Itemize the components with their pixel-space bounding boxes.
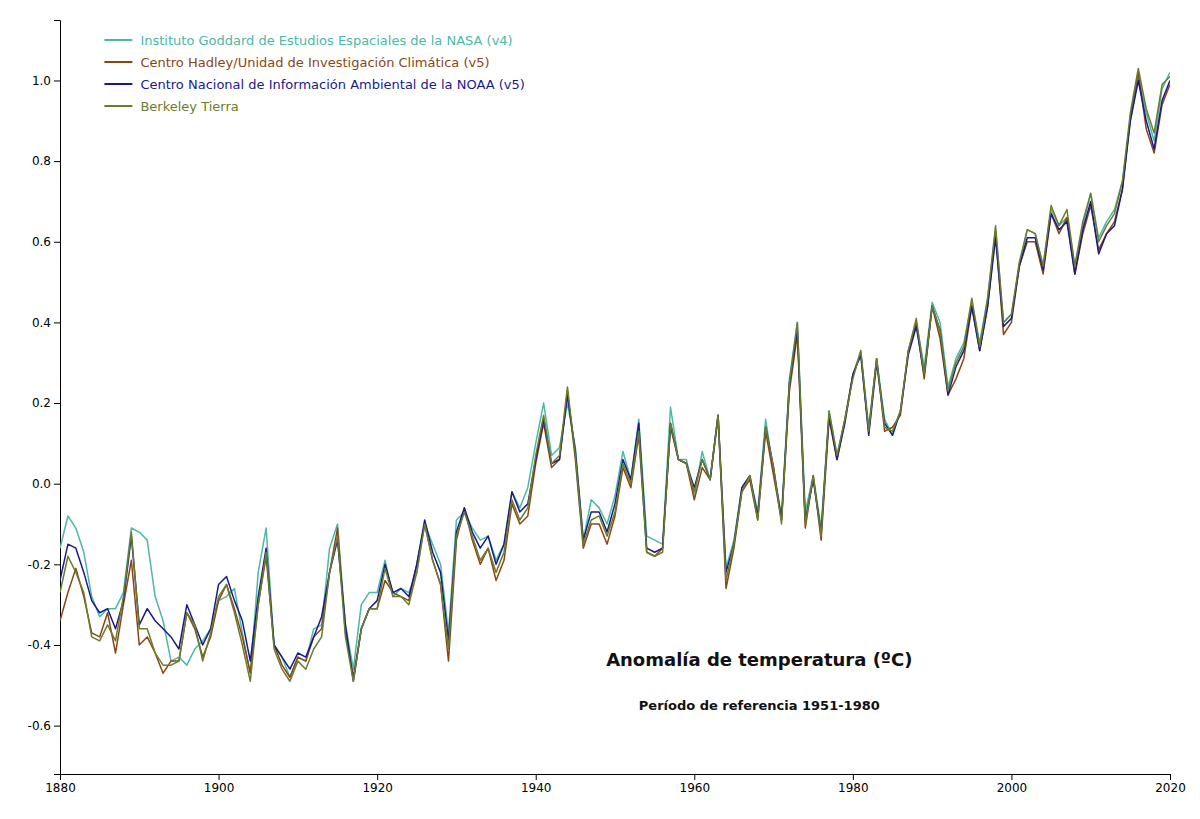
legend-label: Instituto Goddard de Estudios Espaciales… [140, 33, 512, 48]
tick-label: 1.0 [32, 74, 51, 88]
legend-label: Centro Hadley/Unidad de Investigación Cl… [140, 55, 489, 70]
legend-label: Centro Nacional de Información Ambiental… [140, 77, 524, 92]
tick-mark [694, 774, 695, 780]
tick-mark [219, 774, 220, 780]
tick-label: 2000 [997, 781, 1028, 795]
tick: 1960 [680, 774, 711, 795]
tick-mark [54, 726, 60, 727]
tick: 2000 [997, 774, 1028, 795]
tick: -0.6 [28, 719, 60, 733]
plot: 1880 1900 1920 1940 1960 1980 2000 2020 -0.6 -0.4… [28, 21, 1186, 795]
tick: 1920 [362, 774, 393, 795]
legend-label: Berkeley Tierra [140, 99, 238, 114]
tick-label: 1900 [204, 781, 235, 795]
tick-mark [54, 645, 60, 646]
tick-label: 1960 [680, 781, 711, 795]
title: Anomalía de temperatura (ºC) [606, 649, 912, 670]
tick: 1.0 [32, 74, 60, 88]
tick: 1880 [45, 774, 76, 795]
tick-mark [1011, 774, 1012, 780]
tick-label: 0.6 [32, 235, 51, 249]
series-line [60, 68, 1170, 681]
legend-item: Berkeley Tierra [104, 99, 238, 114]
tick: -0.2 [28, 558, 60, 572]
tick-mark [853, 774, 854, 780]
y-axis: -0.6 -0.4 -0.2 0.0 0.2 0.4 0.6 0.8 1.0 [28, 21, 61, 775]
tick-label: 0.2 [32, 396, 51, 410]
tick-mark [54, 403, 60, 404]
legend-swatch [104, 83, 132, 85]
tick: 1900 [204, 774, 235, 795]
tick: 0.6 [32, 235, 60, 249]
legend-item: Centro Nacional de Información Ambiental… [104, 77, 524, 92]
legend-swatch [104, 61, 132, 63]
legend: Instituto Goddard de Estudios Espaciales… [104, 33, 524, 114]
tick: 0.2 [32, 396, 60, 410]
tick-label: 0.8 [32, 154, 51, 168]
tick-mark [54, 161, 60, 162]
lines [60, 68, 1170, 681]
tick: 0.0 [32, 477, 60, 491]
tick-label: 1980 [838, 781, 869, 795]
tick-label: -0.4 [28, 638, 51, 652]
x-axis: 1880 1900 1920 1940 1960 1980 2000 2020 [45, 774, 1186, 795]
tick-mark [54, 484, 60, 485]
tick: 2020 [1155, 774, 1186, 795]
tick-label: 1920 [362, 781, 393, 795]
series-line [60, 80, 1170, 681]
tick-mark [377, 774, 378, 780]
tick: 1980 [838, 774, 869, 795]
tick-mark [54, 80, 60, 81]
tick: -0.4 [28, 638, 60, 652]
legend-swatch [104, 39, 132, 41]
subtitle: Período de referencia 1951-1980 [639, 698, 880, 713]
legend-swatch [104, 105, 132, 107]
tick-label: 0.0 [32, 477, 51, 491]
tick-label: 1880 [45, 781, 76, 795]
chart: 1880 1900 1920 1940 1960 1980 2000 2020 -0.6 -0.4… [0, 0, 1200, 819]
annotations: Anomalía de temperatura (ºC) Período de r… [606, 649, 912, 713]
tick: 0.8 [32, 154, 60, 168]
tick-label: -0.2 [28, 558, 51, 572]
tick-mark [54, 242, 60, 243]
tick-mark [536, 774, 537, 780]
tick-label: 1940 [521, 781, 552, 795]
tick-mark [1170, 774, 1171, 780]
tick-label: -0.6 [28, 719, 51, 733]
legend-item: Instituto Goddard de Estudios Espaciales… [104, 33, 512, 48]
legend-item: Centro Hadley/Unidad de Investigación Cl… [104, 55, 489, 70]
axis-line [54, 21, 61, 775]
tick-label: 0.4 [32, 316, 51, 330]
axis-line [61, 775, 1171, 781]
tick-mark [54, 564, 60, 565]
tick: 0.4 [32, 316, 60, 330]
tick: 1940 [521, 774, 552, 795]
tick-label: 2020 [1155, 781, 1186, 795]
tick-mark [54, 322, 60, 323]
